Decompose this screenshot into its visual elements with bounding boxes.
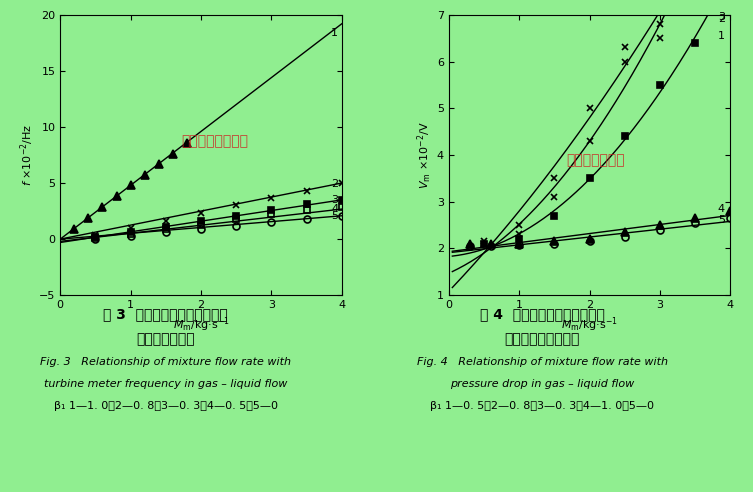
Text: 3: 3 — [718, 12, 724, 22]
Text: β₁ 1—0. 5；2—0. 8；3—0. 3；4—1. 0；5—0: β₁ 1—0. 5；2—0. 8；3—0. 3；4—1. 0；5—0 — [430, 401, 654, 411]
Text: 1: 1 — [331, 28, 338, 38]
Text: 5: 5 — [331, 211, 338, 220]
Text: 图 4  气液两相流混合质量流量: 图 4 气液两相流混合质量流量 — [480, 308, 605, 321]
Text: 1: 1 — [718, 31, 724, 41]
Text: 4: 4 — [331, 204, 338, 214]
Text: Fig. 3   Relationship of mixture flow rate with: Fig. 3 Relationship of mixture flow rate… — [40, 357, 291, 367]
Y-axis label: $V_{\rm m}$ ×10$^{-2}$/V: $V_{\rm m}$ ×10$^{-2}$/V — [416, 121, 434, 189]
Text: turbine meter frequency in gas – liquid flow: turbine meter frequency in gas – liquid … — [44, 379, 288, 389]
Text: β₁ 1—1. 0；2—0. 8；3—0. 3；4—0. 5；5—0: β₁ 1—1. 0；2—0. 8；3—0. 3；4—0. 5；5—0 — [53, 401, 278, 411]
Text: Fig. 4   Relationship of mixture flow rate with: Fig. 4 Relationship of mixture flow rate… — [416, 357, 668, 367]
Text: 图 3  气液两相流混合质量流量: 图 3 气液两相流混合质量流量 — [103, 308, 228, 321]
Text: 2: 2 — [718, 14, 725, 25]
Text: 与绕流柱体压差关系: 与绕流柱体压差关系 — [505, 332, 580, 346]
Text: 与涡轮频率关系: 与涡轮频率关系 — [136, 332, 195, 346]
Text: 5: 5 — [718, 215, 724, 225]
Text: 4: 4 — [718, 204, 725, 214]
Text: 3: 3 — [331, 195, 338, 205]
Text: 2: 2 — [331, 179, 338, 189]
X-axis label: $M_{\rm m}$/kg·s$^{-1}$: $M_{\rm m}$/kg·s$^{-1}$ — [172, 315, 230, 334]
Text: 江苏华云流量计: 江苏华云流量计 — [566, 154, 624, 168]
X-axis label: $M_{\rm m}$/kg·s$^{-1}$: $M_{\rm m}$/kg·s$^{-1}$ — [561, 315, 618, 334]
Text: 江苏华云流量计厂: 江苏华云流量计厂 — [181, 134, 248, 148]
Y-axis label: $f$ ×10$^{-2}$/Hz: $f$ ×10$^{-2}$/Hz — [19, 124, 36, 186]
Text: pressure drop in gas – liquid flow: pressure drop in gas – liquid flow — [450, 379, 634, 389]
